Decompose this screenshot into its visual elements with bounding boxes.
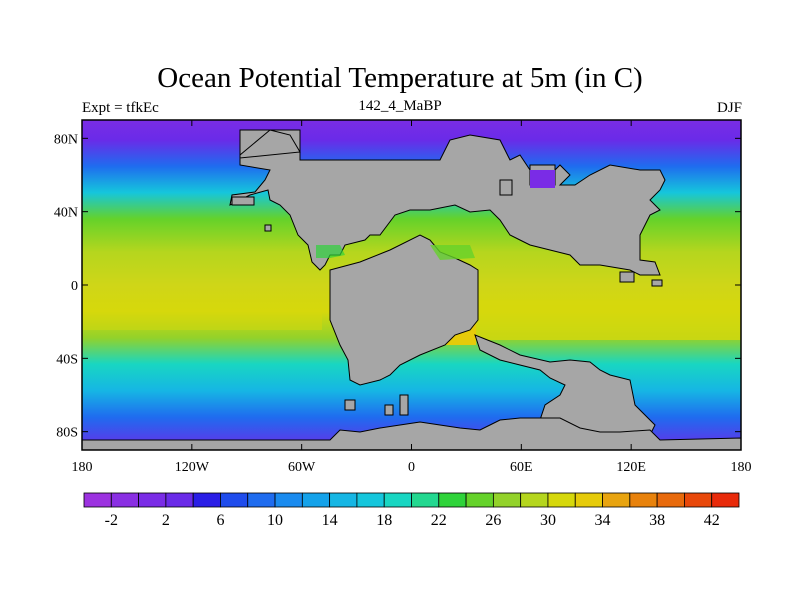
lon-tick-label: 120W [175, 460, 210, 475]
colorbar-swatch [711, 492, 740, 508]
island-3 [399, 394, 409, 416]
colorbar-swatch [356, 492, 385, 508]
colorbar-tick-label: 6 [216, 512, 224, 529]
colorbar-swatch [220, 492, 249, 508]
colorbar-tick-label: 30 [540, 512, 556, 529]
colorbar-swatch [247, 492, 276, 508]
colorbar: -2 2 6 10 14 18 22 26 30 34 38 42 [83, 492, 740, 529]
island-6 [619, 271, 635, 283]
island-4 [384, 404, 394, 416]
island-1 [231, 196, 255, 206]
lat-tick-label: 40N [54, 206, 78, 221]
lon-tick-label: 180 [72, 460, 93, 475]
colorbar-tick-label: 42 [704, 512, 720, 529]
colorbar-swatch [684, 492, 713, 508]
colorbar-tick-label: 34 [595, 512, 611, 529]
island-2 [264, 224, 272, 232]
colorbar-swatch [465, 492, 494, 508]
colorbar-swatch [492, 492, 522, 508]
land-north-america-asia [229, 129, 666, 276]
lat-tick-label: 40S [56, 352, 78, 367]
lat-tick-label: 80N [54, 132, 78, 147]
colorbar-swatch [165, 492, 194, 508]
colorbar-swatch [411, 492, 440, 508]
colorbar-swatch [520, 492, 549, 508]
season-label: DJF [716, 100, 742, 116]
lon-tick-label: 120E [616, 460, 646, 475]
colorbar-swatch [138, 492, 167, 508]
period-label: 142_4_MaBP [358, 98, 442, 114]
latitude-axis: 80N 40N 0 40S 80S [54, 132, 741, 441]
colorbar-swatch [110, 492, 139, 508]
arctic-sea [530, 170, 555, 188]
island-5 [344, 399, 356, 411]
colorbar-tick-label: 10 [267, 512, 283, 529]
longitude-axis: 180 120W 60W 0 60E 120E 180 [72, 120, 752, 475]
colorbar-swatch [602, 492, 631, 508]
colorbar-swatch [438, 492, 467, 508]
island-7 [651, 279, 663, 287]
colorbar-tick-label: -2 [105, 512, 118, 529]
colorbar-tick-label: 14 [322, 512, 338, 529]
colorbar-swatch [574, 492, 603, 508]
colorbar-tick-label: 26 [485, 512, 501, 529]
experiment-label: Expt = tfkEc [82, 100, 159, 116]
land-central-continent [329, 234, 479, 386]
lat-tick-label: 80S [56, 426, 78, 441]
colorbar-swatch [656, 492, 685, 508]
colorbar-swatch [83, 492, 112, 508]
lon-tick-label: 60E [510, 460, 533, 475]
map-title: Ocean Potential Temperature at 5m (in C) [157, 62, 643, 94]
colorbar-swatch [192, 492, 221, 508]
enclosed-sea [316, 245, 345, 258]
island-8 [499, 179, 513, 196]
lon-tick-label: 60W [288, 460, 316, 475]
lon-tick-label: 180 [731, 460, 752, 475]
lat-tick-label: 0 [71, 279, 78, 294]
lon-tick-label: 0 [408, 460, 415, 475]
colorbar-swatch [383, 492, 412, 508]
warm-pool-west [82, 300, 322, 330]
colorbar-swatch [329, 492, 358, 508]
colorbar-tick-label: 22 [431, 512, 447, 529]
colorbar-tick-label: 18 [376, 512, 392, 529]
land-antarctic [82, 417, 741, 450]
colorbar-swatch [274, 492, 303, 508]
colorbar-swatch [547, 492, 576, 508]
enclosed-sea-2 [430, 245, 475, 260]
colorbar-swatch [629, 492, 658, 508]
colorbar-swatch [301, 492, 331, 508]
colorbar-tick-label: 2 [162, 512, 170, 529]
warm-pool [440, 300, 741, 340]
colorbar-tick-label: 38 [649, 512, 665, 529]
